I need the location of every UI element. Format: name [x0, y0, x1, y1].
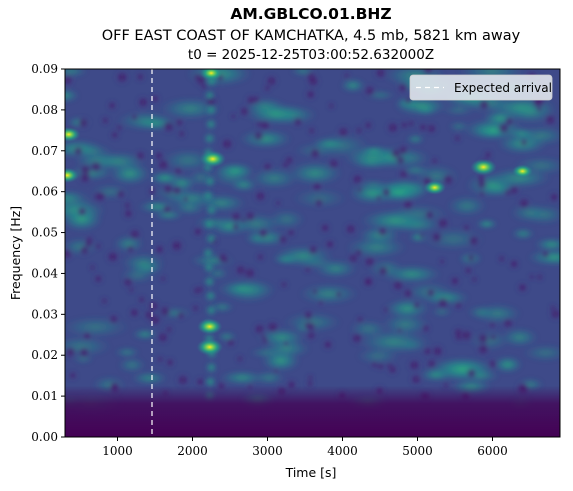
- bright-feature: [199, 150, 227, 168]
- bright-feature: [197, 318, 223, 335]
- chart-title: AM.GBLCO.01.BHZ: [230, 5, 391, 23]
- x-axis-ticks: 1000 2000 3000 4000 5000 6000: [102, 437, 508, 458]
- y-tick-label: 0.06: [31, 185, 58, 199]
- x-tick-label: 1000: [102, 444, 133, 458]
- plot-area: [64, 68, 561, 438]
- y-tick-label: 0.05: [31, 226, 58, 240]
- bright-feature: [423, 180, 446, 195]
- legend-box: [409, 74, 553, 101]
- x-axis-label: Time [s]: [285, 465, 337, 480]
- legend: Expected arrival: [409, 74, 553, 101]
- y-tick-label: 0.03: [31, 307, 58, 321]
- bright-feature: [196, 338, 224, 356]
- x-tick-label: 3000: [252, 444, 283, 458]
- bright-feature: [65, 167, 80, 183]
- y-tick-label: 0.07: [31, 144, 58, 158]
- spectrogram-features: [65, 69, 533, 356]
- y-tick-label: 0.00: [31, 430, 58, 444]
- spectrogram-image: [65, 69, 560, 437]
- x-tick-label: 4000: [327, 444, 358, 458]
- bright-feature: [470, 158, 497, 176]
- low-frequency-band: [65, 385, 560, 437]
- chart-start-time: t0 = 2025-12-25T03:00:52.632000Z: [188, 47, 434, 63]
- bright-feature: [200, 69, 223, 81]
- y-axis-ticks: 0.00 0.01 0.02 0.03 0.04 0.05 0.06 0.07 0.08 0.09: [31, 62, 65, 444]
- y-tick-label: 0.08: [31, 103, 58, 117]
- y-tick-label: 0.02: [31, 348, 58, 362]
- plot-frame: [64, 68, 561, 438]
- bright-feature: [512, 164, 533, 178]
- y-tick-label: 0.09: [31, 62, 58, 76]
- x-tick-label: 2000: [177, 444, 208, 458]
- chart-subtitle: OFF EAST COAST OF KAMCHATKA, 4.5 mb, 582…: [102, 28, 521, 44]
- y-tick-label: 0.04: [31, 266, 58, 280]
- y-axis-label: Frequency [Hz]: [8, 206, 23, 300]
- legend-label: Expected arrival: [454, 81, 552, 95]
- spectrogram-texture: [65, 69, 560, 416]
- x-tick-label: 5000: [402, 444, 433, 458]
- x-tick-label: 6000: [477, 444, 508, 458]
- bright-feature: [65, 126, 81, 143]
- y-tick-label: 0.01: [31, 389, 58, 403]
